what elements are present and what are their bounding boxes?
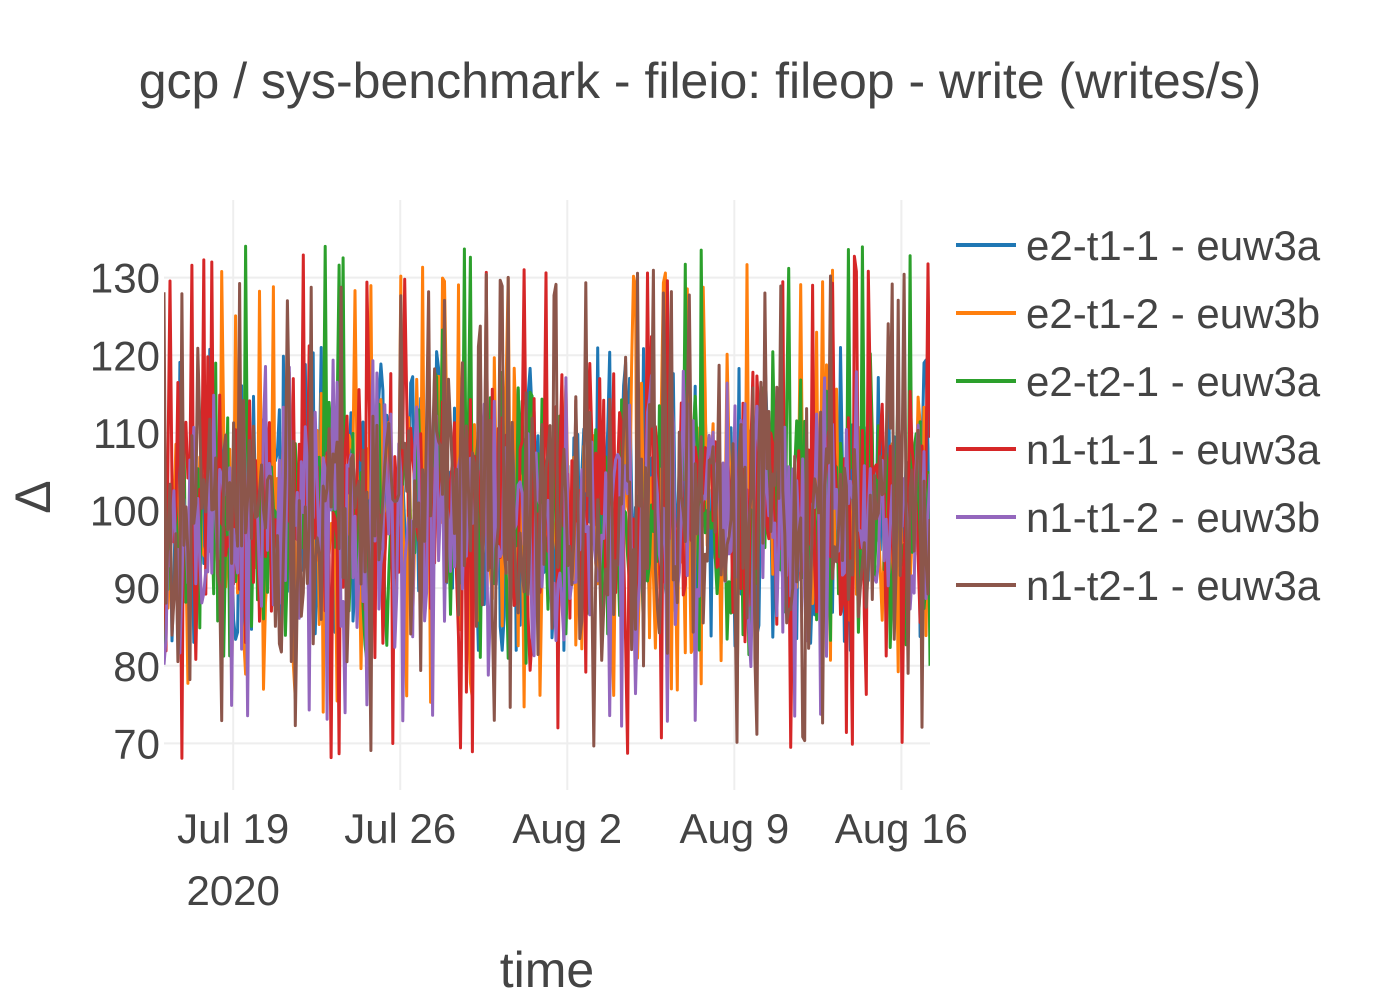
legend-label: n1-t1-1 - euw3a	[1026, 426, 1321, 473]
y-axis-ticks: 70 80 90 100 110 120 130	[90, 255, 160, 768]
y-tick-label: 120	[90, 332, 160, 379]
y-tick-label: 100	[90, 488, 160, 535]
x-tick-sublabel: 2020	[186, 867, 279, 914]
series-lines	[164, 244, 930, 760]
x-tick-label: Aug 9	[679, 805, 789, 852]
y-tick-label: 110	[93, 410, 160, 457]
x-tick-label: Jul 26	[344, 805, 456, 852]
y-axis-title: Δ	[5, 480, 61, 513]
x-axis-ticks: Jul 19 2020 Jul 26 Aug 2 Aug 9 Aug 16	[177, 805, 968, 914]
y-tick-label: 130	[90, 255, 160, 302]
legend[interactable]: e2-t1-1 - euw3a e2-t1-2 - euw3b e2-t2-1 - …	[956, 222, 1321, 609]
y-tick-label: 70	[113, 720, 160, 767]
legend-label: e2-t1-2 - euw3b	[1026, 290, 1320, 337]
series-line	[164, 268, 930, 752]
legend-label: e2-t1-1 - euw3a	[1026, 222, 1321, 269]
x-axis-title: time	[500, 942, 594, 998]
y-tick-label: 90	[113, 565, 160, 612]
legend-item[interactable]: e2-t1-2 - euw3b	[956, 290, 1320, 337]
legend-item[interactable]: e2-t1-1 - euw3a	[956, 222, 1321, 269]
legend-label: e2-t2-1 - euw3a	[1026, 358, 1321, 405]
x-tick-label: Aug 2	[512, 805, 622, 852]
legend-item[interactable]: n1-t2-1 - euw3a	[956, 562, 1321, 609]
legend-item[interactable]: n1-t1-2 - euw3b	[956, 494, 1320, 541]
y-tick-label: 80	[113, 643, 160, 690]
x-tick-label: Aug 16	[835, 805, 968, 852]
legend-label: n1-t1-2 - euw3b	[1026, 494, 1320, 541]
chart-title: gcp / sys-benchmark - fileio: fileop - w…	[139, 53, 1262, 109]
legend-item[interactable]: e2-t2-1 - euw3a	[956, 358, 1321, 405]
legend-item[interactable]: n1-t1-1 - euw3a	[956, 426, 1321, 473]
x-tick-label: Jul 19	[177, 805, 289, 852]
legend-label: n1-t2-1 - euw3a	[1026, 562, 1321, 609]
